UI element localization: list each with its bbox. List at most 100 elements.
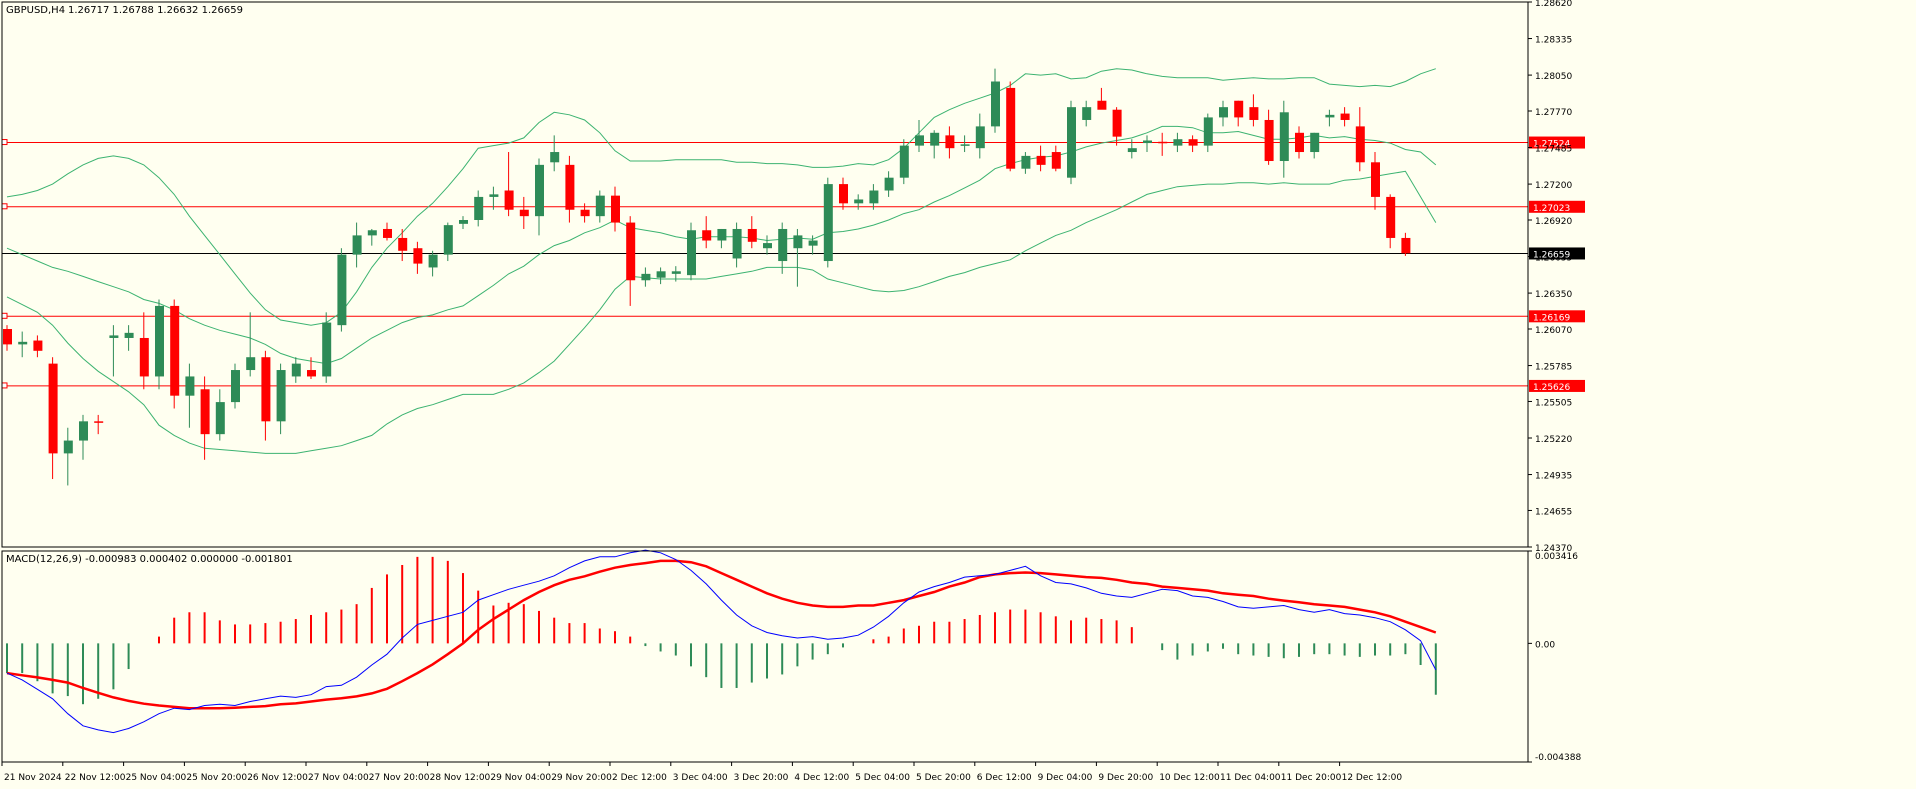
candle-body[interactable] [641,273,651,281]
candle-body[interactable] [48,363,58,454]
candle-body[interactable] [1249,107,1259,120]
candle-body[interactable] [839,184,848,204]
candle-body[interactable] [1310,132,1320,153]
candle-body[interactable] [747,228,757,242]
candle-body[interactable] [155,305,164,377]
candle-body[interactable] [808,240,818,246]
candle-body[interactable] [63,440,73,454]
candle-body[interactable] [1234,100,1244,118]
candle-body[interactable] [823,184,833,262]
candle-body[interactable] [246,357,256,371]
candle-body[interactable] [991,81,1000,127]
candle-body[interactable] [975,126,985,149]
candle-body[interactable] [1006,87,1016,169]
candle-body[interactable] [1340,113,1350,120]
candle-body[interactable] [732,228,742,259]
candle-body[interactable] [778,228,788,262]
candle-body[interactable] [307,370,316,377]
candle-body[interactable] [671,271,681,274]
candle-body[interactable] [322,322,332,377]
candle-body[interactable] [535,164,544,217]
candle-body[interactable] [109,335,119,338]
candle-body[interactable] [33,340,43,351]
candle-body[interactable] [1371,162,1380,197]
candle-body[interactable] [915,135,924,146]
candle-body[interactable] [1173,139,1183,146]
candle-body[interactable] [413,248,423,264]
candle-body[interactable] [884,177,894,191]
candle-body[interactable] [854,199,864,204]
candle-body[interactable] [960,144,970,146]
candle-body[interactable] [1386,196,1396,238]
candle-body[interactable] [1051,152,1061,169]
candle-body[interactable] [626,222,636,281]
candle-body[interactable] [474,196,484,220]
candle-body[interactable] [1401,237,1411,254]
candle-body[interactable] [656,271,666,278]
candle-body[interactable] [276,370,286,422]
candle-body[interactable] [1355,126,1365,163]
candle-body[interactable] [1264,119,1274,162]
candle-body[interactable] [1325,114,1335,118]
candle-body[interactable] [1112,109,1122,137]
candle-body[interactable] [1143,140,1152,144]
candle-body[interactable] [170,305,180,396]
candle-body[interactable] [1021,155,1031,169]
candle-body[interactable] [1219,107,1228,118]
candle-body[interactable] [261,357,271,422]
candle-body[interactable] [352,235,362,255]
candle-body[interactable] [3,329,12,345]
candle-body[interactable] [1295,132,1304,153]
candle-body[interactable] [367,230,377,236]
candle-body[interactable] [702,230,712,241]
candle-body[interactable] [231,370,240,403]
candle-body[interactable] [139,337,149,377]
candle-body[interactable] [443,225,453,255]
candle-body[interactable] [717,228,727,241]
candle-body[interactable] [185,376,195,396]
candle-body[interactable] [215,402,225,435]
level-line-handle[interactable] [1,312,8,319]
candle-body[interactable] [291,363,301,377]
candle-body[interactable] [1158,141,1168,144]
candle-body[interactable] [1279,112,1289,162]
candle-body[interactable] [124,332,134,338]
candle-body[interactable] [200,389,210,435]
candle-body[interactable] [18,341,28,345]
candle-body[interactable] [930,132,940,146]
candle-body[interactable] [79,421,88,441]
macd-pane[interactable] [6,549,1437,734]
candle-body[interactable] [611,195,620,223]
candle-body[interactable] [383,228,392,238]
candle-body[interactable] [1036,155,1046,165]
level-line-handle[interactable] [1,203,8,210]
candle-body[interactable] [337,254,347,326]
candle-body[interactable] [1188,139,1198,146]
candle-body[interactable] [428,254,438,268]
candle-body[interactable] [1082,107,1092,120]
candle-body[interactable] [94,421,104,423]
candle-body[interactable] [763,243,772,249]
candle-body[interactable] [869,190,879,204]
candle-body[interactable] [793,235,803,249]
price-pane[interactable] [1,68,1528,486]
candle-body[interactable] [565,164,575,210]
candle-body[interactable] [687,230,696,276]
candle-body[interactable] [595,195,605,217]
candle-body[interactable] [1067,107,1076,178]
level-line-handle[interactable] [1,139,8,146]
candle-body[interactable] [489,194,499,197]
candle-body[interactable] [1097,100,1107,110]
candle-body[interactable] [519,209,529,217]
level-line-handle[interactable] [1,382,8,389]
candle-body[interactable] [899,145,909,178]
candle-body[interactable] [398,237,408,251]
candle-body[interactable] [550,152,560,163]
candle-body[interactable] [504,190,514,210]
candle-body[interactable] [459,220,468,224]
candle-body[interactable] [580,209,590,217]
candle-body[interactable] [945,135,955,149]
candle-body[interactable] [1203,117,1213,146]
